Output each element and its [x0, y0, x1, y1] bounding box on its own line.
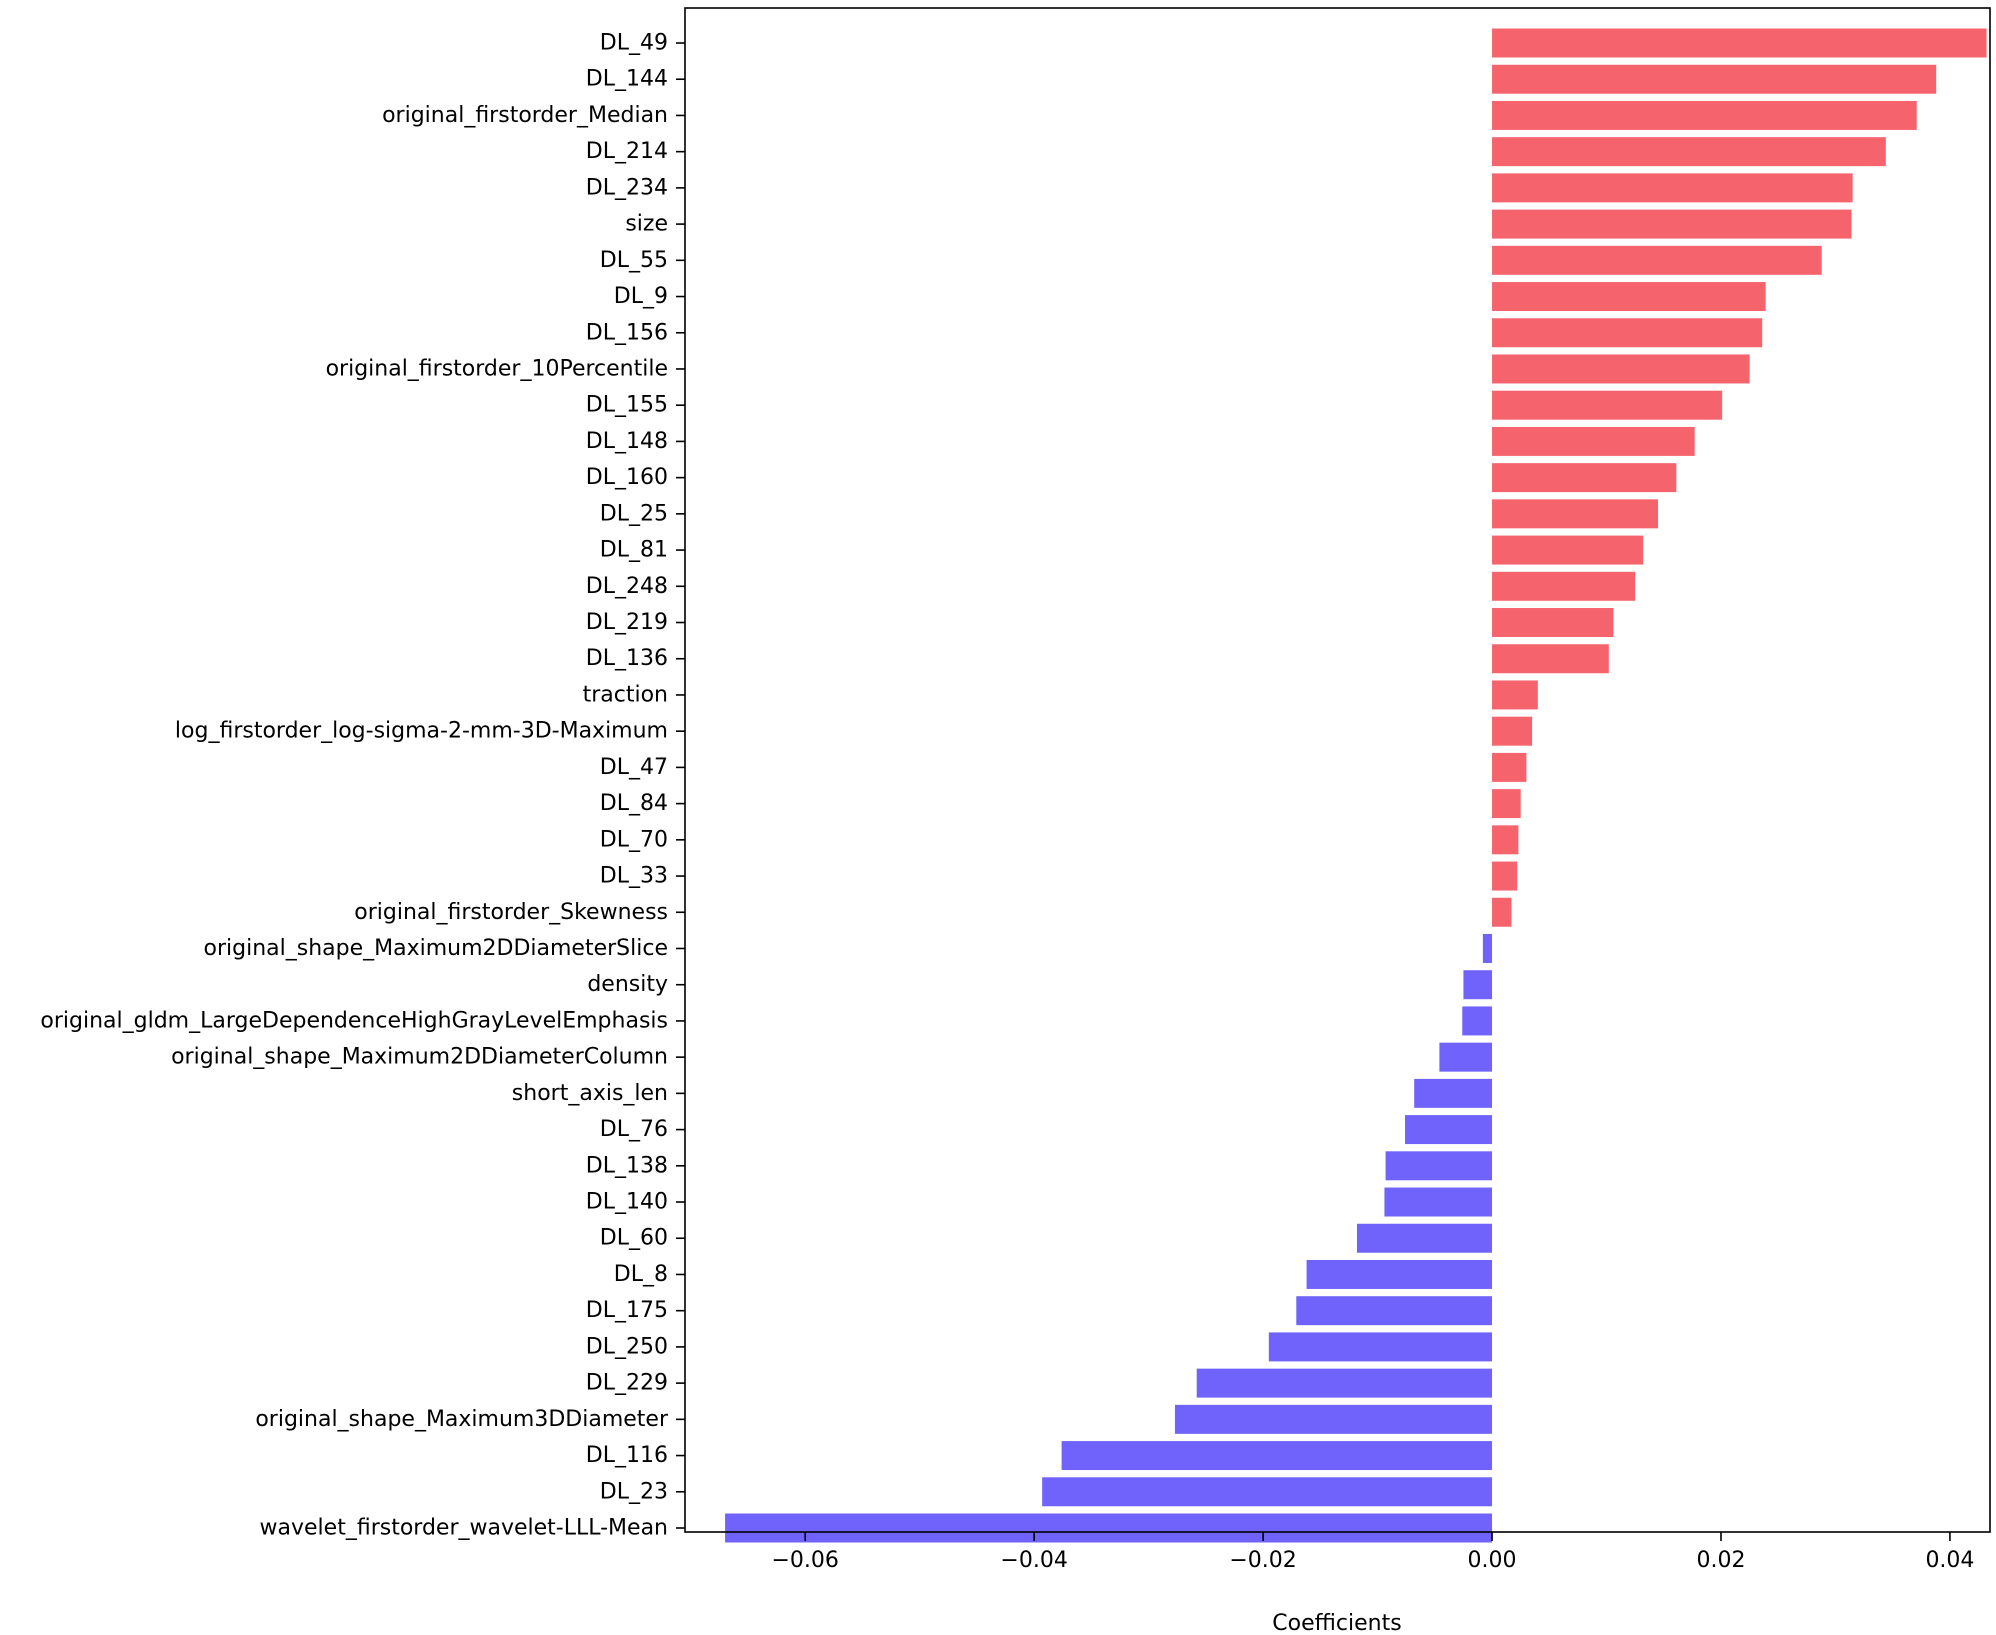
bar-original_firstorder_Skewness	[1492, 897, 1512, 927]
x-tick-label: −0.04	[1000, 1548, 1067, 1573]
y-tick-label: DL_47	[600, 755, 668, 780]
bar-DL_33	[1492, 861, 1518, 891]
y-tick-label: DL_148	[586, 429, 668, 454]
x-tick-label: 0.00	[1468, 1548, 1517, 1573]
x-tick-label: −0.06	[771, 1548, 838, 1573]
y-tick-label: original_firstorder_Skewness	[354, 900, 668, 925]
plot-frame	[684, 7, 1991, 1533]
bar-original_firstorder_10Percentile	[1492, 354, 1750, 384]
y-tick-label: original_shape_Maximum3DDiameter	[255, 1407, 669, 1432]
bar-DL_138	[1385, 1151, 1493, 1181]
bar-DL_81	[1492, 535, 1644, 565]
y-tick-label: density	[587, 972, 668, 997]
bar-DL_229	[1196, 1368, 1493, 1398]
bar-DL_47	[1492, 752, 1527, 782]
bar-DL_234	[1492, 173, 1853, 203]
y-tick-label: DL_49	[600, 31, 668, 56]
bar-DL_8	[1306, 1259, 1493, 1289]
y-tick-label: DL_60	[600, 1226, 668, 1251]
bar-DL_60	[1356, 1223, 1493, 1253]
y-tick-label: DL_219	[586, 610, 668, 635]
y-tick-label: original_firstorder_Median	[382, 103, 668, 128]
y-tick-label: original_shape_Maximum2DDiameterSlice	[204, 936, 668, 961]
y-tick-label: DL_138	[586, 1153, 668, 1178]
y-tick-label: traction	[583, 682, 668, 707]
bar-DL_84	[1492, 789, 1521, 819]
bar-original_shape_Maximum3DDiameter	[1174, 1404, 1493, 1434]
bar-DL_175	[1296, 1296, 1493, 1326]
y-tick-label: DL_33	[600, 864, 668, 889]
y-category-labels: DL_49 DL_144 original_firstorder_Median DL_…	[40, 31, 685, 1541]
y-tick-label: size	[625, 212, 668, 237]
bar-original_gldm_LargeDependenceHighGrayLevelEmphasis	[1462, 1006, 1493, 1036]
bar-original_shape_Maximum2DDiameterSlice	[1482, 934, 1493, 963]
bar-original_firstorder_Median	[1492, 100, 1917, 130]
bar-original_shape_Maximum2DDiameterColumn	[1439, 1042, 1493, 1072]
bar-DL_49	[1492, 28, 1987, 58]
y-tick-label: wavelet_firstorder_wavelet-LLL-Mean	[260, 1516, 668, 1541]
bar-DL_136	[1492, 644, 1609, 674]
y-tick-label: DL_8	[614, 1262, 668, 1287]
x-tick-label: 0.02	[1696, 1548, 1745, 1573]
bar-DL_214	[1492, 137, 1886, 167]
bar-DL_219	[1492, 608, 1614, 637]
bar-wavelet_firstorder_wavelet-LLL-Mean	[725, 1513, 1493, 1543]
y-tick-label: DL_144	[586, 67, 668, 92]
bar-DL_116	[1061, 1441, 1493, 1471]
bar-short_axis_len	[1414, 1078, 1493, 1108]
bar-DL_156	[1492, 318, 1763, 348]
bar-DL_9	[1492, 282, 1766, 312]
bars-group	[725, 28, 1987, 1543]
y-tick-label: DL_250	[586, 1334, 668, 1359]
bar-density	[1463, 970, 1493, 1000]
bar-DL_70	[1492, 825, 1519, 855]
bar-DL_250	[1268, 1332, 1493, 1362]
y-tick-label: original_gldm_LargeDependenceHighGrayLev…	[40, 1008, 668, 1033]
y-tick-label: DL_160	[586, 465, 668, 490]
bar-DL_25	[1492, 499, 1659, 529]
bar-DL_248	[1492, 571, 1636, 601]
y-tick-label: DL_76	[600, 1117, 668, 1142]
bar-DL_23	[1042, 1477, 1493, 1507]
y-tick-label: DL_23	[600, 1479, 668, 1504]
bar-size	[1492, 209, 1852, 239]
y-tick-label: original_firstorder_10Percentile	[326, 356, 668, 381]
bar-DL_144	[1492, 64, 1937, 94]
y-tick-label: short_axis_len	[512, 1081, 668, 1106]
y-tick-label: DL_229	[586, 1371, 668, 1396]
y-tick-label: DL_136	[586, 646, 668, 671]
y-tick-label: DL_25	[600, 501, 668, 526]
bar-DL_155	[1492, 390, 1723, 420]
y-tick-label: DL_70	[600, 827, 668, 852]
y-tick-label: original_shape_Maximum2DDiameterColumn	[171, 1045, 668, 1070]
y-tick-label: log_firstorder_log-sigma-2-mm-3D-Maximum	[175, 719, 668, 744]
y-tick-label: DL_9	[614, 284, 668, 309]
bar-DL_76	[1405, 1115, 1493, 1145]
x-axis-ticks: −0.06 −0.04 −0.02 0.00 0.02 0.04	[771, 1532, 1974, 1573]
y-tick-label: DL_248	[586, 574, 668, 599]
bar-traction	[1492, 680, 1538, 710]
y-tick-label: DL_55	[600, 248, 668, 273]
bar-DL_148	[1492, 426, 1695, 456]
y-tick-label: DL_234	[586, 175, 668, 200]
y-tick-label: DL_155	[586, 393, 668, 418]
y-tick-label: DL_140	[586, 1190, 668, 1215]
x-tick-label: −0.02	[1229, 1548, 1296, 1573]
bar-DL_160	[1492, 463, 1677, 493]
y-tick-label: DL_84	[600, 791, 668, 816]
y-tick-label: DL_175	[586, 1298, 668, 1323]
x-tick-label: 0.04	[1925, 1548, 1974, 1573]
bar-DL_140	[1384, 1187, 1493, 1217]
y-tick-label: DL_116	[586, 1443, 668, 1468]
x-axis-label: Coefficients	[1272, 1611, 1401, 1635]
bar-DL_55	[1492, 245, 1822, 275]
y-tick-label: DL_81	[600, 538, 668, 563]
bar-log_firstorder_log-sigma-2-mm-3D-Maximum	[1492, 716, 1533, 746]
y-tick-label: DL_156	[586, 320, 668, 345]
y-tick-label: DL_214	[586, 139, 668, 164]
